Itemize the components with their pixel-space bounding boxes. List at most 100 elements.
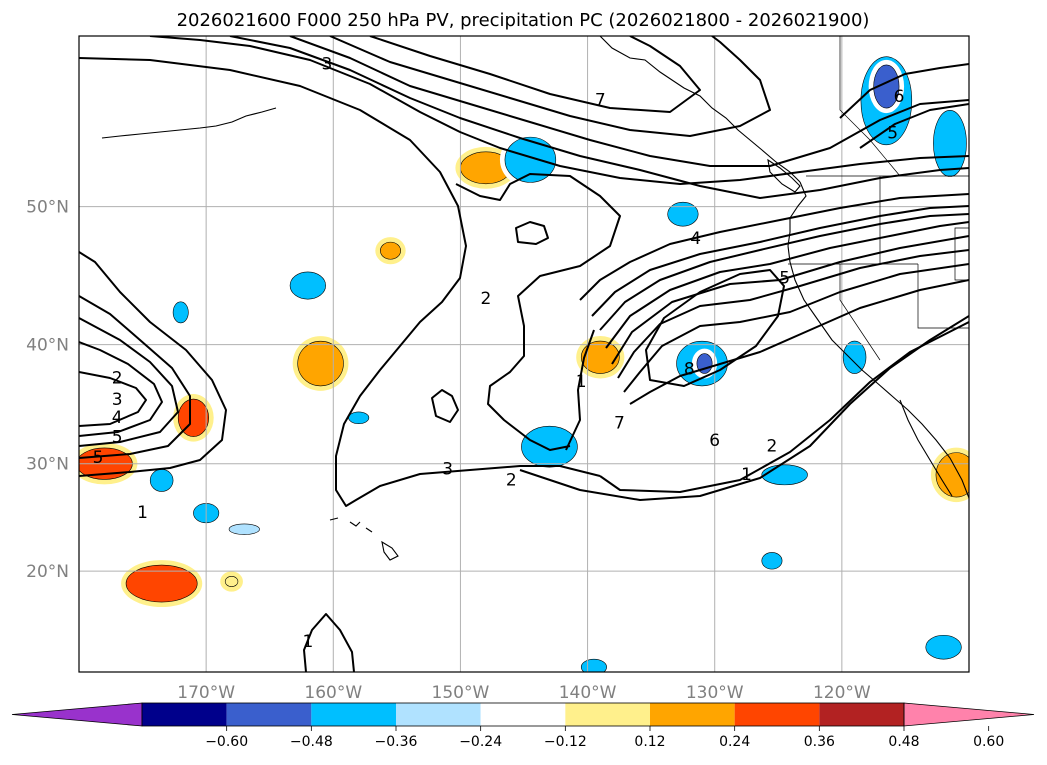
lat-tick-label: 20°N [26,562,69,582]
lon-tick-label: 160°W [304,683,362,703]
colorbar-tick-label: −0.60 [205,734,248,750]
precip-patch [228,523,260,535]
axis-labels: 50°N 40°N 30°N 20°N 170°W 160°W 150°W 140°W 130°… [26,198,871,703]
pv-contour-label: 2 [480,289,491,309]
pv-contour-ridge-10 [629,279,969,405]
pv-contour-trough-2-inner [599,321,969,493]
pv-contour-closed-8 [645,269,785,387]
colorbar-tick-label: 0.48 [888,734,919,750]
pv-contour-outer-left [565,329,595,451]
pv-contour-ridge-6 [605,221,969,349]
pv-contour-ridge-8 [617,249,969,379]
lon-tick-label: 150°W [432,683,490,703]
chart-title: 2026021600 F000 250 hPa PV, precipitatio… [177,10,870,31]
pv-contour-label: 8 [684,360,695,380]
pv-contour-label: 1 [576,372,587,392]
pv-contour-label: 1 [137,503,148,523]
pv-contour-westjet-4 [79,341,163,437]
colorbar-tick-label: −0.24 [459,734,502,750]
pv-contour-label: 7 [614,414,625,434]
pv-contour-3-north [149,36,969,185]
colorbar-segment [565,703,650,726]
state-borders [788,36,969,361]
pv-contour-trough-1 [519,315,969,501]
precip-patch [149,469,174,492]
precip-patch [873,64,900,109]
coastline-alaska [599,36,801,183]
pv-contour-6-north [329,36,771,137]
lat-tick-label: 40°N [26,336,69,356]
precip-patch [933,110,967,177]
pv-contour-ridge-1 [579,193,969,301]
coastline-baja [899,399,953,497]
colorbar-tick-label: 0.36 [804,734,835,750]
colorbar-tick-label: −0.48 [290,734,333,750]
pv-contour-5-north [289,36,969,167]
pv-contour-ridge-7 [611,235,969,365]
pv-contour-label: 4 [690,229,701,249]
pv-contour-closed-2a [515,221,549,245]
lat-tick-label: 30°N [26,455,69,475]
pv-contour-westjet-5 [79,371,147,427]
colorbar-outline [141,702,905,727]
pv-contour-westjet-1 [79,251,227,477]
colorbar-segment [650,703,735,726]
pv-contour-ridge-4 [591,205,969,317]
lon-tick-label: 140°W [559,683,617,703]
colorbar-segment [819,703,904,726]
colorbar-extend-low [11,702,143,727]
coastline-hawaii [329,517,399,561]
pv-contour-label: 3 [112,390,123,410]
coastline-aleutians [101,107,277,139]
colorbar-segment [734,703,820,726]
pv-contour-4-north [229,36,969,199]
pv-contour-label: 2 [506,470,517,490]
precip-patch [289,271,326,300]
precipitation-layer [79,51,969,672]
pv-contour-label: 5 [887,123,898,143]
precip-patch [580,340,620,374]
pv-contour-trough-2 [79,57,601,507]
precip-patch [172,301,189,324]
precip-patch [224,576,239,587]
pv-contour-7-north [369,36,701,113]
precip-patch [521,425,578,468]
colorbar-tick-label: 0.24 [719,734,750,750]
pv-contour-label: 3 [322,55,333,75]
pv-contour-label: 3 [442,459,453,479]
pv-contour-westjet-2 [79,295,191,459]
coastlines [101,36,969,561]
pv-contour-south-1 [303,613,355,672]
colorbar-extend-high [903,702,1035,727]
pv-contour-label: 5 [112,428,123,448]
precip-patch [348,411,370,424]
lon-tick-label: 130°W [686,683,744,703]
precip-patch [935,452,969,498]
pv-contour-label: 1 [302,632,313,652]
pv-contour-label: 5 [93,448,104,468]
coastline-vancouver [767,158,801,193]
colorbar-segment [142,703,227,726]
lat-tick-label: 50°N [26,198,69,218]
pv-contour-label: 1 [741,465,752,485]
colorbar-segment [396,703,481,726]
colorbar-segment [311,703,396,726]
colorbar-tick-label: 0.12 [634,734,665,750]
lon-tick-label: 170°W [177,683,235,703]
pv-contour-label: 2 [767,437,778,457]
pv-contour-westjet-3 [79,317,179,447]
pv-contour-ne-6 [839,63,969,119]
pv-contour-label: 7 [595,91,606,111]
pv-contour-label: 6 [894,87,905,107]
precip-patch [761,464,808,486]
precip-patch [504,136,557,183]
colorbar-tick-label: −0.36 [375,734,418,750]
pv-contour-label: 5 [779,269,790,289]
pv-contour-ne-5 [859,103,969,149]
pv-contour-label: 6 [709,431,720,451]
pv-contour-lines [79,36,969,672]
precip-patch [297,340,344,387]
